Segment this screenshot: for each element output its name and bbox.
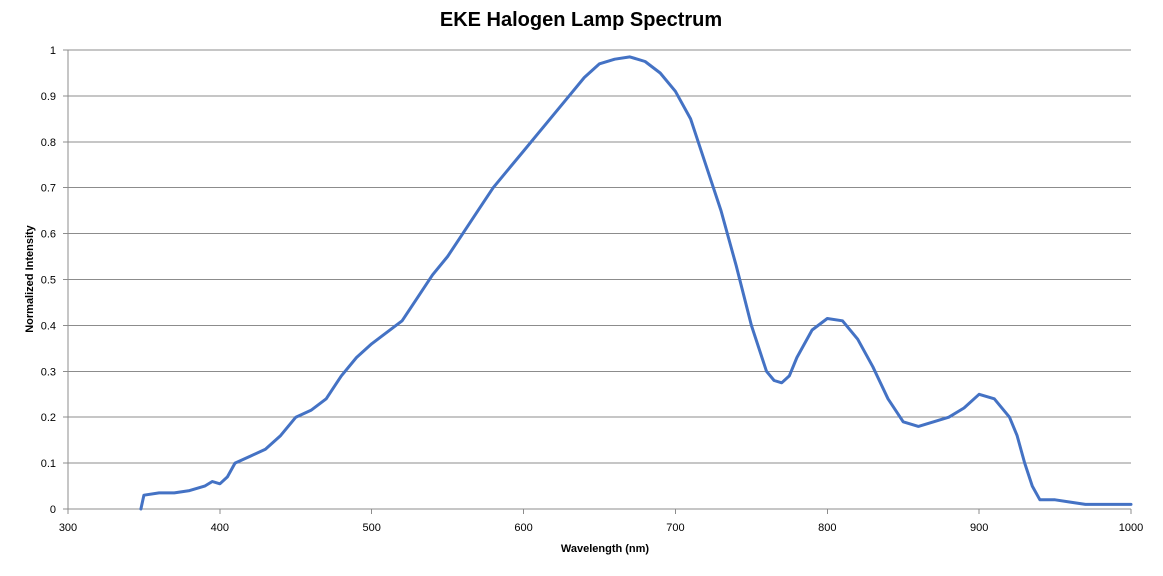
y-axis-title: Normalized Intensity [24,224,36,332]
y-tick-label: 0.9 [41,91,56,103]
y-tick-label: 0.3 [41,366,56,378]
gridlines [68,49,1131,510]
y-axis: 0 0.1 0.2 0.3 0.4 0.5 0.6 0.7 0.8 0.9 1 [41,45,69,516]
x-tick-label: 300 [59,522,77,534]
x-tick-label: 600 [514,522,532,534]
plot-series [139,55,1133,511]
y-tick-label: 0.2 [41,412,56,424]
y-tick-label: 0.7 [41,183,56,195]
y-tick-label: 0.4 [41,320,56,332]
x-tick-label: 700 [666,522,684,534]
x-axis-title: Wavelength (nm) [561,543,650,555]
y-tick-label: 0.1 [41,458,56,470]
y-tick-label: 0.6 [41,229,56,241]
x-axis: 300 400 500 600 700 800 900 1000 [59,509,1143,534]
y-tick-label: 0.5 [41,275,56,287]
x-tick-label: 1000 [1119,522,1143,534]
x-tick-label: 900 [970,522,988,534]
x-tick-label: 400 [211,522,229,534]
y-tick-label: 0.8 [41,137,56,149]
x-tick-label: 500 [363,522,381,534]
chart-title: EKE Halogen Lamp Spectrum [440,9,722,31]
x-tick-label: 800 [818,522,836,534]
y-tick-label: 1 [50,45,56,57]
series-line [139,55,1133,511]
y-tick-label: 0 [50,504,56,516]
